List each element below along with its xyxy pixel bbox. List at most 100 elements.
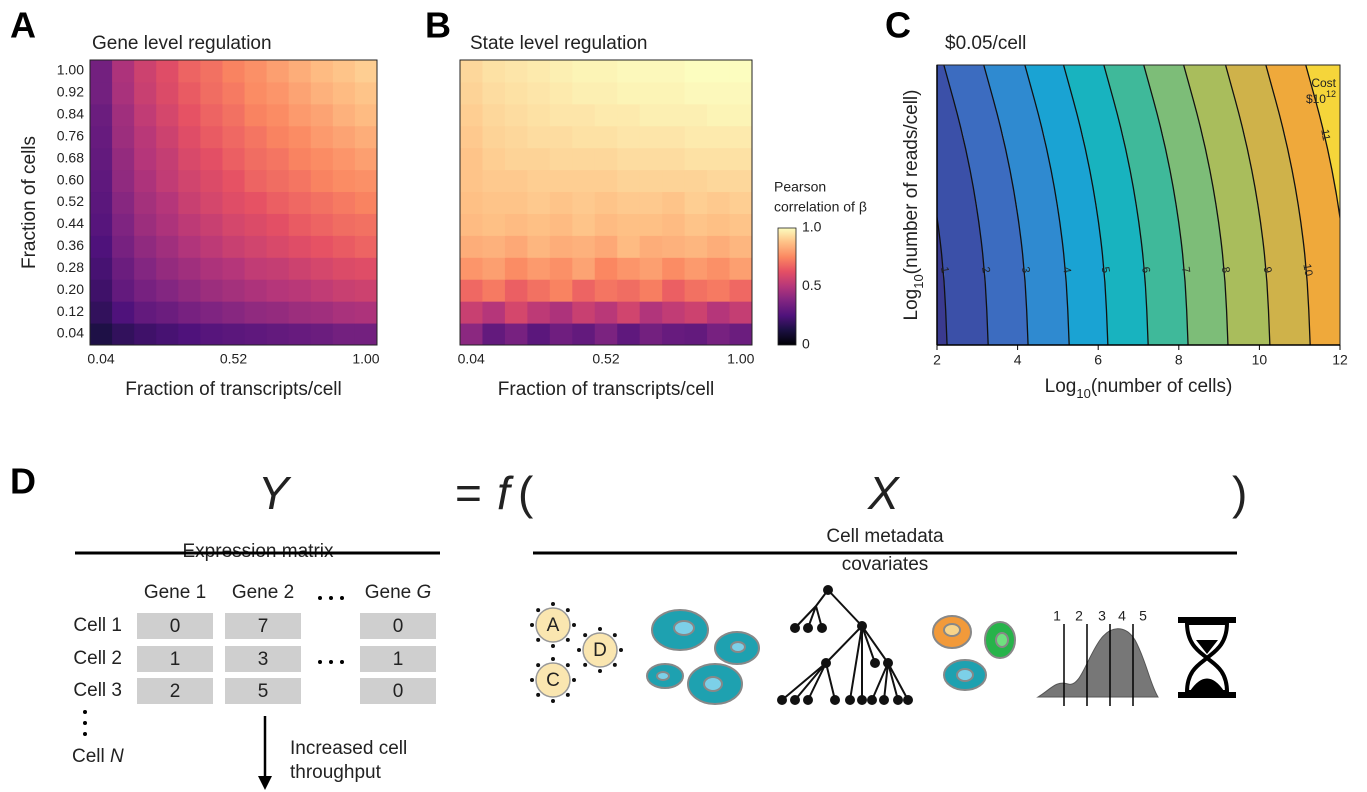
annotation-base: $10 <box>1306 92 1326 106</box>
heatmap-cell <box>200 147 223 171</box>
contour-band <box>983 65 1070 345</box>
heatmap-cell <box>639 60 663 83</box>
y-axis-label: Fraction of cells <box>19 136 40 269</box>
heatmap-cell <box>310 279 334 302</box>
contour-line <box>1024 65 1070 345</box>
x-axis-label-part: (number of cells) <box>1091 376 1233 397</box>
arrow-label: throughput <box>290 762 382 783</box>
heatmap-cell <box>617 301 641 324</box>
heatmap-cell <box>354 81 378 105</box>
plot-frame <box>459 59 753 346</box>
heatmap-cell <box>729 279 753 302</box>
heatmap-cell <box>222 213 246 236</box>
contour-label: 3 <box>1019 266 1032 274</box>
contour-label: 4 <box>1060 266 1073 274</box>
heatmap-cell <box>178 235 201 258</box>
chart-title: State level regulation <box>470 33 647 54</box>
heatmap-cell <box>156 169 179 193</box>
heatmap-cell <box>288 213 312 236</box>
heatmap-cell <box>354 235 378 258</box>
row-header-text: Cell <box>72 746 105 767</box>
heatmap-cell <box>244 191 268 214</box>
heatmap-cell <box>617 103 641 127</box>
heatmap-cell <box>266 301 290 324</box>
heatmap-cell <box>639 257 663 280</box>
cluster-dot <box>565 637 570 642</box>
heatmap-cell <box>310 191 334 214</box>
heatmap-cell <box>134 60 157 83</box>
heatmap-cell <box>134 301 157 324</box>
heatmap-cell <box>572 147 596 171</box>
stage-label: 2 <box>1075 608 1083 624</box>
heatmap-cell <box>662 169 686 193</box>
heatmap-cell <box>504 191 528 214</box>
heatmap-cell <box>460 125 483 149</box>
colorbar-tick-label: 0.5 <box>802 277 822 293</box>
heatmap-cell <box>310 125 334 149</box>
x-axis-label-sub: 10 <box>1076 386 1090 401</box>
y-tick-label: 0.28 <box>57 259 84 275</box>
heatmap-cell <box>707 213 731 236</box>
heatmap-cell <box>594 279 618 302</box>
heatmap-cell <box>200 125 223 149</box>
contour-line <box>1305 65 1340 222</box>
heatmap-cell <box>354 257 378 280</box>
heatmap-cell <box>460 81 483 105</box>
contour-line <box>983 65 1029 345</box>
heatmap-cell <box>527 125 551 149</box>
cluster-dot <box>551 657 555 661</box>
heatmap-cell <box>527 213 551 236</box>
heatmap-cell <box>549 125 573 149</box>
contour-line <box>1265 65 1311 345</box>
heatmap-cell <box>527 301 551 324</box>
contour-band <box>1265 65 1340 345</box>
heatmap-cell <box>178 301 201 324</box>
heatmap-cell <box>200 169 223 193</box>
matrix-cell <box>225 678 301 704</box>
y-axis-label-part: (number of reads/cell) <box>901 90 922 275</box>
heatmap-cell <box>288 323 312 346</box>
heatmap-cell <box>684 103 708 127</box>
heatmap-cell <box>156 60 179 83</box>
heatmap-cell <box>684 301 708 324</box>
heatmap-cell <box>639 279 663 302</box>
heatmap-cell <box>729 323 753 346</box>
x-axis-label-part: Log <box>1045 376 1077 397</box>
heatmap-cell <box>572 191 596 214</box>
annotation: Cost <box>1311 76 1336 90</box>
heatmap-cell <box>662 235 686 258</box>
gene-header: Gene 2 <box>232 582 294 603</box>
heatmap-cell <box>707 257 731 280</box>
x-tick-label: 4 <box>1014 352 1022 368</box>
heatmap-cell <box>112 103 135 127</box>
cluster-dot <box>536 637 541 642</box>
contour-label: 2 <box>979 266 992 274</box>
contour-band <box>1143 65 1228 345</box>
cluster-dot <box>530 678 534 682</box>
cluster-dot <box>583 662 588 667</box>
equation-close: ) <box>1232 467 1247 519</box>
heatmap-cell <box>266 147 290 171</box>
heatmap-cell <box>244 81 268 105</box>
cell-states-icon <box>932 615 1016 691</box>
heatmap-cell <box>504 301 528 324</box>
cluster-dot <box>572 678 576 682</box>
heatmap-cell <box>617 191 641 214</box>
contour-label: 1 <box>938 266 951 274</box>
heatmap-cell <box>504 169 528 193</box>
heatmap-cell <box>266 191 290 214</box>
heatmap-cell <box>729 147 753 171</box>
heatmap-cell <box>460 147 483 171</box>
heatmap-cell <box>288 147 312 171</box>
heatmap-cell <box>178 103 201 127</box>
heatmap-cell <box>134 213 157 236</box>
heatmap-cell <box>707 301 731 324</box>
heatmap-cell <box>460 213 483 236</box>
heatmap-cell <box>482 191 506 214</box>
heatmap-cell <box>504 235 528 258</box>
panel-letter: B <box>425 5 451 46</box>
heatmap-cell <box>222 125 246 149</box>
cluster-dot <box>598 627 602 631</box>
matrix-cell <box>360 646 436 672</box>
